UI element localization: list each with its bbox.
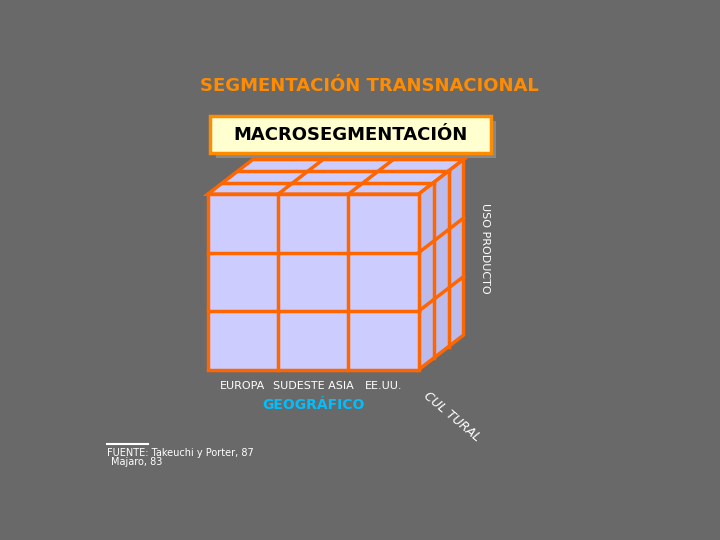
Polygon shape <box>208 159 464 194</box>
Text: FUENTE: Takeuchi y Porter, 87: FUENTE: Takeuchi y Porter, 87 <box>107 448 254 458</box>
Text: USO PRODUCTO: USO PRODUCTO <box>480 204 490 294</box>
Polygon shape <box>418 159 464 370</box>
Text: EE.UU.: EE.UU. <box>365 381 402 391</box>
Bar <box>210 117 490 153</box>
Text: GEOGRÁFICO: GEOGRÁFICO <box>262 398 364 412</box>
Text: SUDESTE ASIA: SUDESTE ASIA <box>273 381 354 391</box>
Bar <box>215 121 496 158</box>
Bar <box>208 194 418 370</box>
Text: EUROPA: EUROPA <box>220 381 266 391</box>
Text: SEGMENTACIÓN TRANSNACIONAL: SEGMENTACIÓN TRANSNACIONAL <box>199 77 539 96</box>
Text: Majaro, 83: Majaro, 83 <box>111 457 162 467</box>
Text: MACROSEGMENTACIÓN: MACROSEGMENTACIÓN <box>233 126 467 144</box>
Text: CUL TURAL: CUL TURAL <box>421 389 483 444</box>
